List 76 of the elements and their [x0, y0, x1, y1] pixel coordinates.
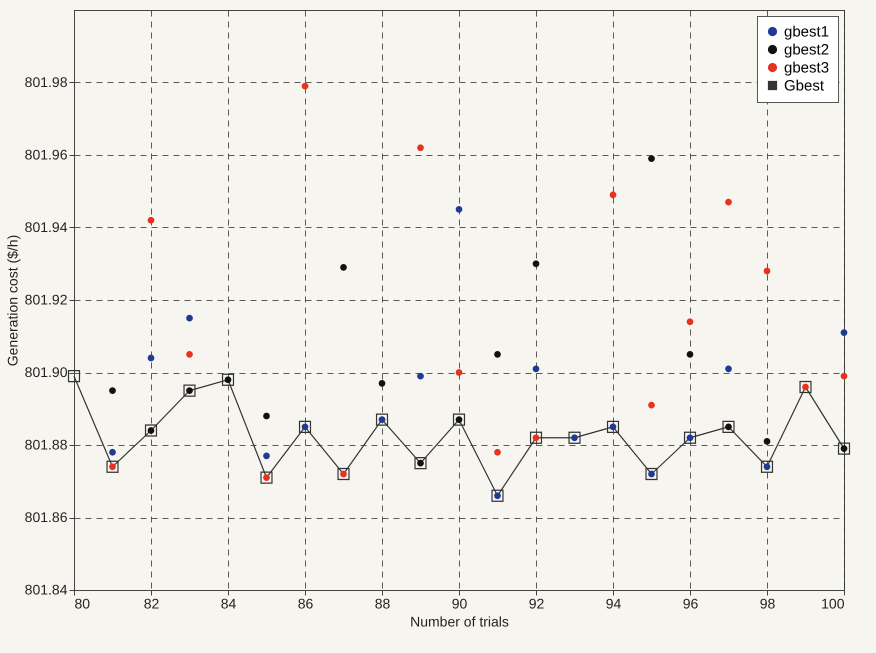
point [298, 420, 312, 433]
x-tick-label: 92 [528, 596, 544, 612]
x-tick-label: 86 [298, 596, 314, 612]
x-tick-label: 90 [452, 596, 468, 612]
y-tick-label: 801.86 [24, 509, 68, 525]
point [686, 318, 694, 326]
y-tick-label: 801.96 [24, 146, 68, 162]
legend-label: Gbest [784, 78, 825, 94]
point [456, 206, 462, 213]
point [337, 468, 350, 480]
point [109, 387, 116, 394]
point [610, 192, 616, 198]
point [340, 264, 347, 271]
point [109, 448, 116, 456]
point [106, 460, 119, 473]
y-tick-label: 801.98 [24, 74, 68, 90]
point [838, 442, 850, 455]
y-tick-label: 801.94 [24, 219, 68, 235]
y-tick-label: 801.84 [24, 582, 68, 598]
point [760, 460, 774, 473]
point [414, 457, 427, 470]
x-tick-label: 100 [821, 596, 845, 612]
point [686, 351, 694, 358]
point [764, 268, 770, 274]
x-tick-label: 88 [374, 596, 390, 612]
point [725, 366, 732, 372]
point [648, 155, 655, 162]
point [376, 414, 388, 426]
legend-label: gbest2 [784, 42, 830, 58]
point [452, 414, 466, 426]
point [302, 82, 308, 90]
point [222, 374, 234, 386]
point [456, 369, 462, 376]
point [840, 329, 848, 336]
point [645, 468, 658, 480]
x-tick-label: 94 [606, 596, 622, 612]
point [148, 216, 154, 224]
point [417, 144, 424, 152]
point [186, 351, 193, 358]
point [144, 424, 158, 437]
point [494, 351, 501, 358]
point [840, 372, 848, 380]
y-tick-label: 801.88 [24, 436, 68, 452]
x-tick-label: 84 [220, 596, 236, 612]
x-tick-label: 98 [760, 596, 776, 612]
point [684, 432, 696, 444]
point [532, 260, 540, 268]
point [648, 402, 655, 408]
point [378, 380, 386, 387]
legend-label: gbest3 [784, 60, 830, 76]
point [260, 472, 273, 484]
x-axis-title: Number of trials [410, 614, 509, 630]
y-axis-title: Generation cost ($/h) [4, 234, 21, 366]
x-tick-label: 96 [682, 596, 698, 612]
point [68, 370, 80, 382]
point [532, 366, 540, 372]
point [183, 384, 196, 397]
x-tick-label: 82 [144, 596, 160, 612]
point [491, 490, 504, 502]
point [606, 420, 620, 433]
point [722, 420, 735, 433]
point [799, 380, 812, 394]
point [417, 372, 424, 380]
point [725, 198, 732, 206]
y-tick-label: 801.90 [24, 364, 68, 380]
legend-label: gbest1 [784, 24, 830, 40]
point [568, 432, 581, 444]
y-tick-label: 801.92 [24, 292, 68, 308]
point [263, 452, 270, 460]
point [764, 438, 770, 445]
point [148, 354, 154, 362]
point [186, 314, 193, 322]
point [530, 432, 542, 444]
x-tick-label: 80 [74, 596, 90, 612]
point [263, 412, 270, 420]
point [494, 448, 501, 456]
